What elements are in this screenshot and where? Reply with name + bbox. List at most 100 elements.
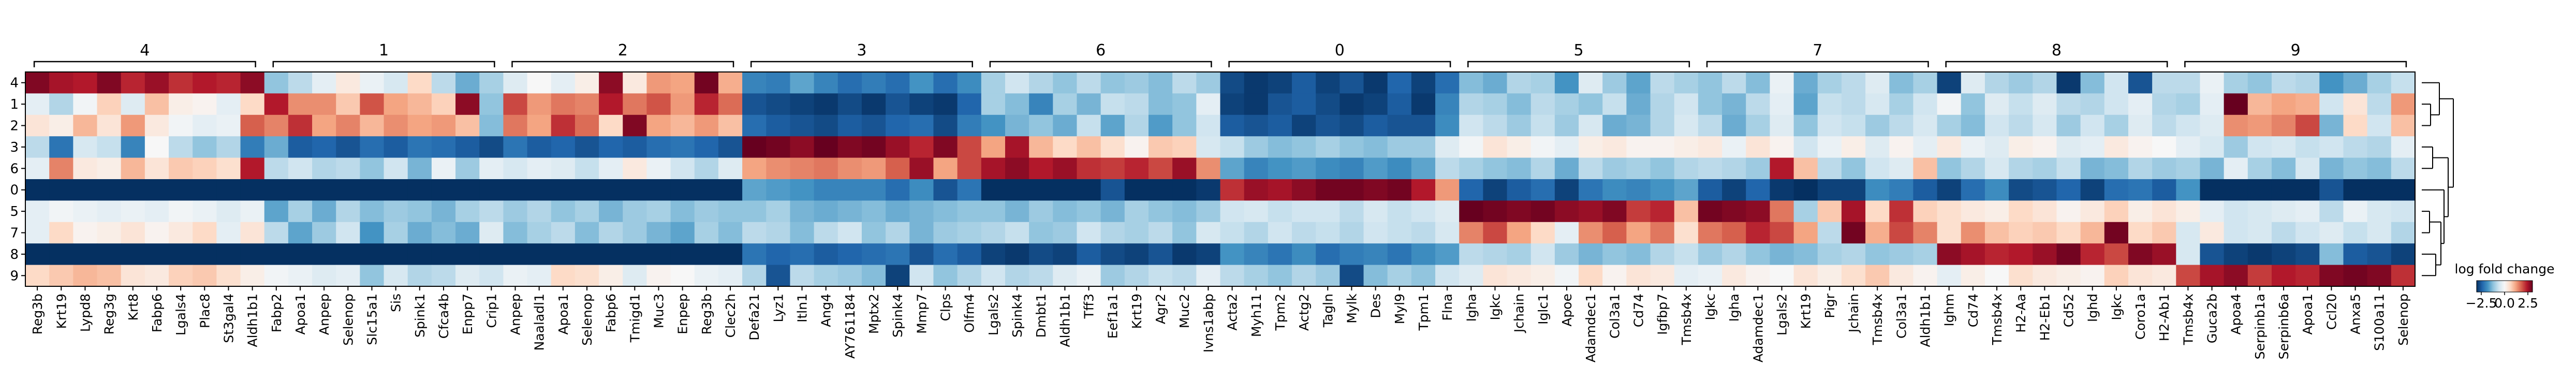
- heatmap-cell: [861, 243, 886, 266]
- heatmap-cell: [2104, 114, 2129, 137]
- heatmap-cell: [1124, 222, 1149, 244]
- heatmap-cell: [2009, 265, 2033, 287]
- group-bracket: [272, 61, 495, 67]
- heatmap-cell: [1530, 179, 1555, 201]
- heatmap-cell: [49, 179, 73, 201]
- gene-label: Apoa1: [556, 294, 571, 335]
- heatmap-cell: [670, 136, 695, 158]
- heatmap-cell: [312, 243, 336, 266]
- heatmap-cell: [1077, 179, 1101, 201]
- heatmap-cell: [527, 72, 552, 94]
- heatmap-cell: [909, 157, 934, 180]
- gene-label: H2-Ab1: [2157, 294, 2172, 341]
- heatmap-cell: [49, 157, 73, 180]
- heatmap-cell: [933, 243, 958, 266]
- heatmap-cell: [97, 114, 122, 137]
- heatmap-cell: [623, 157, 647, 180]
- heatmap-cell: [288, 265, 313, 287]
- heatmap-cell: [1865, 265, 1890, 287]
- gene-label: Olfm4: [962, 294, 977, 333]
- heatmap-cell: [49, 93, 73, 115]
- heatmap-cell: [1602, 72, 1627, 94]
- heatmap-cell: [766, 243, 791, 266]
- gene-label: H2-Aa: [2013, 294, 2028, 333]
- heatmap-cell: [1554, 265, 1579, 287]
- heatmap-cell: [1746, 114, 1771, 137]
- heatmap-cell: [2319, 72, 2344, 94]
- heatmap-cell: [2367, 72, 2392, 94]
- heatmap-cell: [1316, 72, 1340, 94]
- heatmap-cell: [1029, 136, 1053, 158]
- heatmap-cell: [527, 222, 552, 244]
- group-label: 5: [1574, 41, 1584, 60]
- heatmap-cell: [25, 72, 50, 94]
- heatmap-cell: [623, 200, 647, 223]
- heatmap-cell: [1698, 72, 1723, 94]
- gene-label: Cfca4b: [436, 294, 451, 339]
- heatmap-cell: [646, 200, 671, 223]
- heatmap-cell: [1363, 243, 1388, 266]
- heatmap-cell: [407, 243, 432, 266]
- gene-label: Ivns1abp: [1201, 294, 1216, 353]
- heatmap-cell: [384, 72, 408, 94]
- heatmap-cell: [933, 200, 958, 223]
- heatmap-cell: [1220, 265, 1245, 287]
- heatmap-cell: [407, 179, 432, 201]
- heatmap-cell: [1100, 265, 1125, 287]
- heatmap-cell: [1817, 200, 1842, 223]
- heatmap-cell: [2391, 136, 2416, 158]
- heatmap-cell: [1196, 114, 1221, 137]
- heatmap-cell: [1650, 136, 1675, 158]
- heatmap-cell: [384, 157, 408, 180]
- heatmap-cell: [2247, 72, 2272, 94]
- heatmap-cell: [1698, 157, 1723, 180]
- heatmap-cell: [240, 157, 265, 180]
- heatmap-cell: [933, 157, 958, 180]
- heatmap-cell: [2247, 265, 2272, 287]
- colorbar-tick-label: 0.0: [2494, 296, 2515, 311]
- heatmap-cell: [670, 265, 695, 287]
- heatmap-cell: [1459, 72, 1483, 94]
- gene-label: Aldh1b1: [1057, 294, 1072, 347]
- gene-label: Plac8: [197, 294, 212, 328]
- heatmap-cell: [193, 222, 217, 244]
- heatmap-cell: [1292, 179, 1316, 201]
- row-label: 2: [10, 119, 19, 134]
- heatmap-cell: [1220, 72, 1245, 94]
- heatmap-cell: [694, 265, 719, 287]
- heatmap-cell: [957, 114, 982, 137]
- gene-label: Actg2: [1297, 294, 1312, 331]
- heatmap-cell: [2056, 72, 2081, 94]
- heatmap-cell: [264, 136, 289, 158]
- heatmap-cell: [1746, 72, 1771, 94]
- gene-label: Spink1: [413, 294, 428, 338]
- heatmap-cell: [646, 157, 671, 180]
- heatmap-cell: [1626, 93, 1651, 115]
- heatmap-cell: [2319, 157, 2344, 180]
- heatmap-cell: [2176, 200, 2201, 223]
- heatmap-cell: [1626, 265, 1651, 287]
- heatmap-cell: [790, 136, 815, 158]
- heatmap-cell: [1124, 72, 1149, 94]
- heatmap-cell: [1100, 222, 1125, 244]
- heatmap-cell: [1674, 93, 1699, 115]
- heatmap-cell: [909, 200, 934, 223]
- heatmap-cell: [288, 222, 313, 244]
- heatmap-cell: [1220, 157, 1245, 180]
- heatmap-cell: [1053, 179, 1078, 201]
- heatmap-cell: [431, 222, 456, 244]
- heatmap-cell: [2271, 265, 2296, 287]
- gene-label: Myl9: [1392, 294, 1407, 324]
- heatmap-cell: [2343, 265, 2368, 287]
- heatmap-cell: [1579, 72, 1603, 94]
- heatmap-cell: [886, 157, 910, 180]
- heatmap-cell: [2367, 200, 2392, 223]
- heatmap-cell: [49, 114, 73, 137]
- heatmap-cell: [264, 179, 289, 201]
- heatmap-cell: [837, 136, 862, 158]
- gene-label: Krt8: [126, 294, 141, 320]
- heatmap-cell: [981, 93, 1006, 115]
- heatmap-cell: [2367, 179, 2392, 201]
- heatmap-cell: [1746, 179, 1771, 201]
- heatmap-cell: [144, 114, 169, 137]
